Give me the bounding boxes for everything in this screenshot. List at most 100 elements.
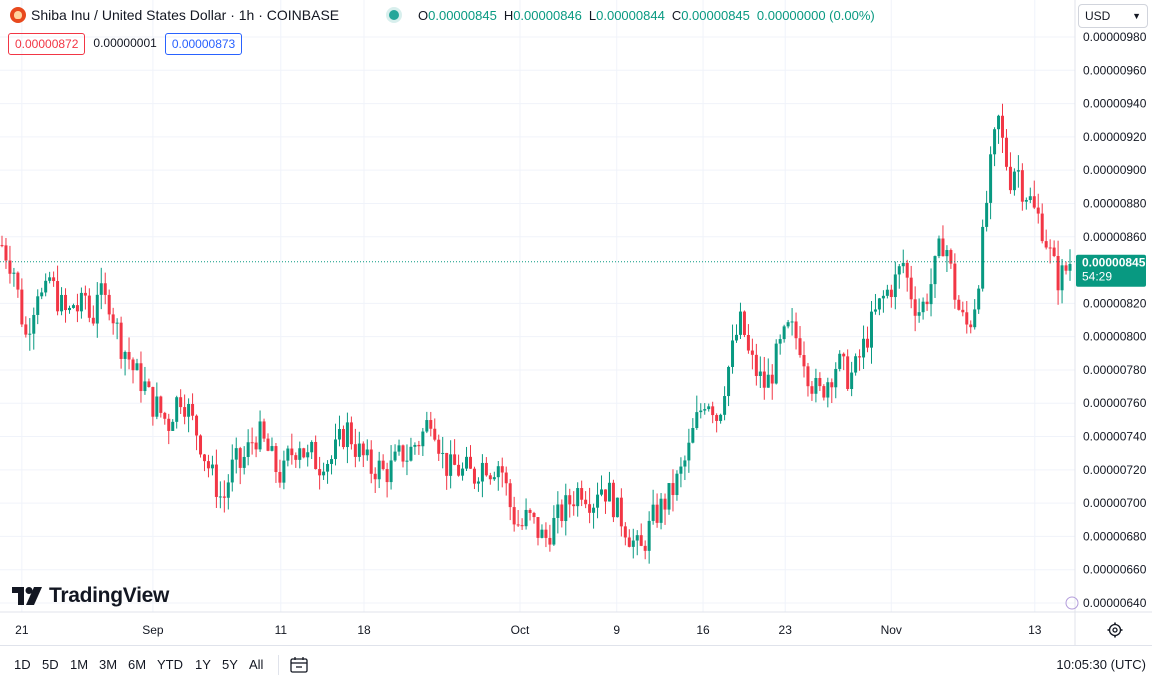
candle-body [651, 504, 655, 521]
candle-body [191, 403, 195, 416]
candle-body [266, 438, 270, 451]
candle-body [345, 422, 349, 448]
candle-body [707, 406, 711, 410]
candle-body [723, 396, 727, 415]
range-5y-button[interactable]: 5Y [222, 657, 238, 672]
range-1y-button[interactable]: 1Y [195, 657, 211, 672]
candle-body [258, 421, 262, 450]
candle-body [36, 296, 40, 315]
tradingview-logo[interactable]: TradingView [12, 584, 169, 608]
close-key: C [671, 8, 682, 23]
candle-body [572, 504, 576, 507]
candle-body [326, 463, 330, 472]
candle-body [1024, 199, 1028, 202]
candle-body [199, 435, 203, 455]
candle-body [913, 299, 917, 316]
ohlc-legend: O0.00000845 H0.00000846 L0.00000844 C0.0000… [418, 8, 882, 23]
candle-body [472, 468, 476, 484]
candle-body [437, 439, 441, 454]
candle-body [234, 448, 238, 460]
candle-body [584, 499, 588, 505]
range-all-button[interactable]: All [249, 657, 264, 672]
candle-body [468, 456, 472, 469]
candle-body [242, 456, 246, 468]
candle-body [429, 420, 433, 429]
time-tick-label: 9 [613, 623, 620, 637]
candle-body [949, 250, 953, 264]
candle-body [953, 263, 957, 300]
candle-body [544, 529, 548, 538]
candle-body [810, 386, 814, 394]
utc-clock[interactable]: 10:05:30 (UTC) [1056, 657, 1146, 672]
candle-body [314, 441, 318, 470]
candle-body [246, 442, 250, 457]
candle-body [639, 535, 643, 546]
candle-body [218, 496, 222, 498]
candle-body [826, 382, 830, 398]
candle-body [1004, 137, 1008, 167]
candle-body [675, 473, 679, 496]
candle-body [318, 469, 322, 476]
candle-body [393, 451, 397, 461]
candle-body [1032, 196, 1036, 208]
candle-body [67, 307, 71, 311]
candle-body [889, 289, 893, 298]
candle-body [56, 281, 60, 312]
range-1d-button[interactable]: 1D [14, 657, 31, 672]
candle-body [163, 412, 167, 419]
symbol-title[interactable]: Shiba Inu / United States Dollar · 1h · … [31, 7, 340, 23]
buy-button[interactable]: 0.00000873 [164, 33, 243, 55]
sell-button[interactable]: 0.00000872 [8, 33, 86, 55]
candle-body [516, 524, 520, 526]
candle-body [123, 351, 127, 359]
candle-body [778, 339, 782, 344]
candle-body [373, 473, 377, 480]
price-tick-label: 0.00000680 [1083, 529, 1147, 543]
candle-body [262, 421, 266, 439]
currency-select[interactable]: USD ▼ [1078, 4, 1148, 28]
candle-body [254, 442, 258, 450]
candle-body [607, 482, 611, 502]
candle-body [921, 301, 925, 313]
candle-body [766, 374, 770, 388]
tradingview-wordmark: TradingView [49, 584, 170, 607]
bar-countdown-label: 54:29 [1082, 270, 1112, 284]
range-5d-button[interactable]: 5D [42, 657, 59, 672]
candle-body [1052, 247, 1056, 257]
time-tick-label: 21 [15, 623, 29, 637]
range-6m-button[interactable]: 6M [128, 657, 147, 672]
shiba-inu-icon[interactable] [10, 7, 26, 23]
price-tick-label: 0.00000920 [1083, 130, 1147, 144]
candle-body [369, 449, 373, 474]
candle-body [1068, 263, 1072, 271]
market-status-dot-icon[interactable] [389, 10, 399, 20]
candle-body [302, 448, 306, 458]
candle-body [909, 277, 913, 300]
high-value: 0.00000846 [513, 8, 582, 23]
candle-body [945, 250, 949, 257]
candle-body [611, 482, 615, 518]
candle-body [933, 256, 937, 285]
candle-body [143, 381, 147, 392]
candle-body [1016, 170, 1020, 172]
range-ytd-button[interactable]: YTD [157, 657, 183, 672]
candle-body [417, 444, 421, 447]
calendar-icon[interactable] [290, 656, 308, 673]
candle-body [99, 283, 103, 295]
candlestick-series [0, 103, 1072, 564]
gear-icon[interactable] [1107, 622, 1123, 638]
candle-body [635, 535, 639, 541]
range-3m-button[interactable]: 3M [99, 657, 118, 672]
candle-body [147, 381, 151, 388]
candle-body [663, 498, 667, 510]
candle-body [214, 464, 218, 497]
range-1m-button[interactable]: 1M [70, 657, 89, 672]
candle-body [409, 446, 413, 461]
candle-body [774, 343, 778, 384]
candle-body [389, 460, 393, 483]
candle-body [226, 482, 230, 498]
candle-body [202, 454, 206, 462]
candle-body [842, 353, 846, 357]
price-tick-label: 0.00000700 [1083, 496, 1147, 510]
